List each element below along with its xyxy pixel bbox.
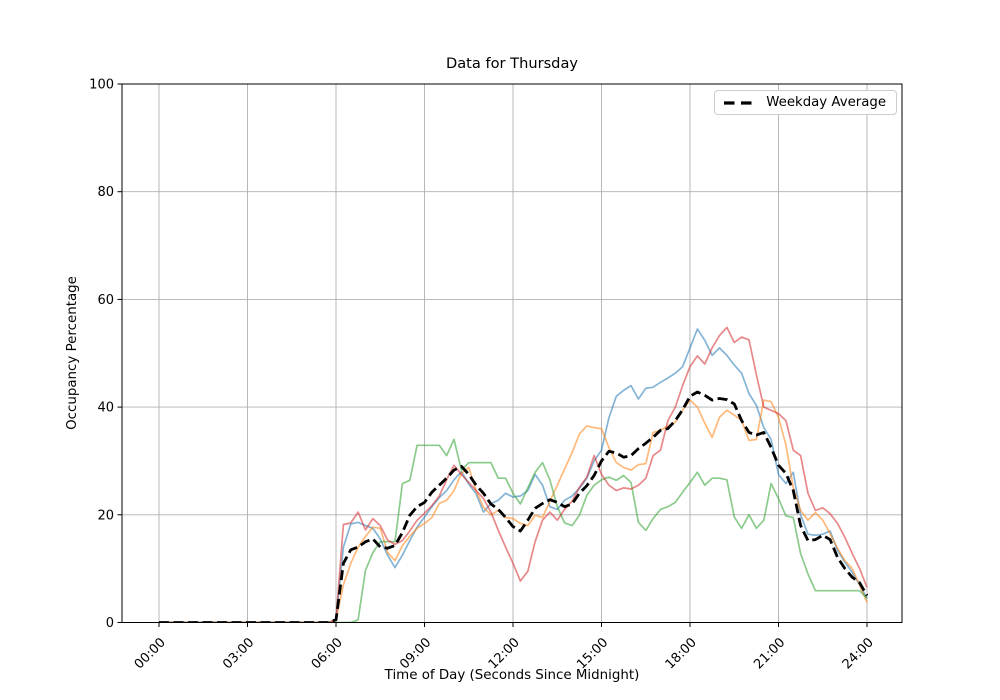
series-lines [159, 326, 869, 623]
day-line-orange-line [159, 399, 868, 623]
x-tick-label: 24:00 [840, 635, 877, 672]
x-tick-label: 03:00 [220, 635, 257, 672]
y-tick-label: 40 [97, 401, 114, 416]
day-line-red-line [159, 326, 868, 623]
x-axis: 00:00 03:00 06:00 09:00 12:00 15:00 18:00 21:00… [132, 622, 877, 672]
day-line-green-line [159, 438, 868, 623]
x-tick-label: 18:00 [663, 635, 700, 672]
plot-border [121, 83, 903, 623]
y-tick-label: 60 [97, 293, 114, 308]
chart-title: Data for Thursday [445, 55, 579, 72]
day-line-blue-line [159, 328, 868, 623]
x-tick-label: 12:00 [486, 635, 523, 672]
x-tick-label: 09:00 [397, 635, 434, 672]
x-tick-label: 00:00 [132, 635, 169, 672]
y-axis-label: Occupancy Percentage [65, 276, 80, 430]
x-tick-label: 21:00 [751, 635, 788, 672]
legend-dashed-line-icon [724, 100, 758, 105]
x-axis-label: Time of Day (Seconds Since Midnight) [384, 668, 640, 683]
x-tick-label: 06:00 [309, 635, 346, 672]
y-tick-label: 20 [97, 508, 114, 523]
y-tick-label: 100 [89, 78, 114, 93]
gridlines [122, 83, 902, 623]
y-tick-label: 0 [106, 616, 114, 631]
weekday-average-line [159, 390, 869, 623]
x-tick-label: 15:00 [574, 635, 611, 672]
y-axis: 0 20 40 60 80 100 [89, 78, 122, 631]
legend: Weekday Average [714, 90, 897, 115]
y-tick-label: 80 [97, 185, 114, 200]
legend-label: Weekday Average [766, 95, 886, 110]
